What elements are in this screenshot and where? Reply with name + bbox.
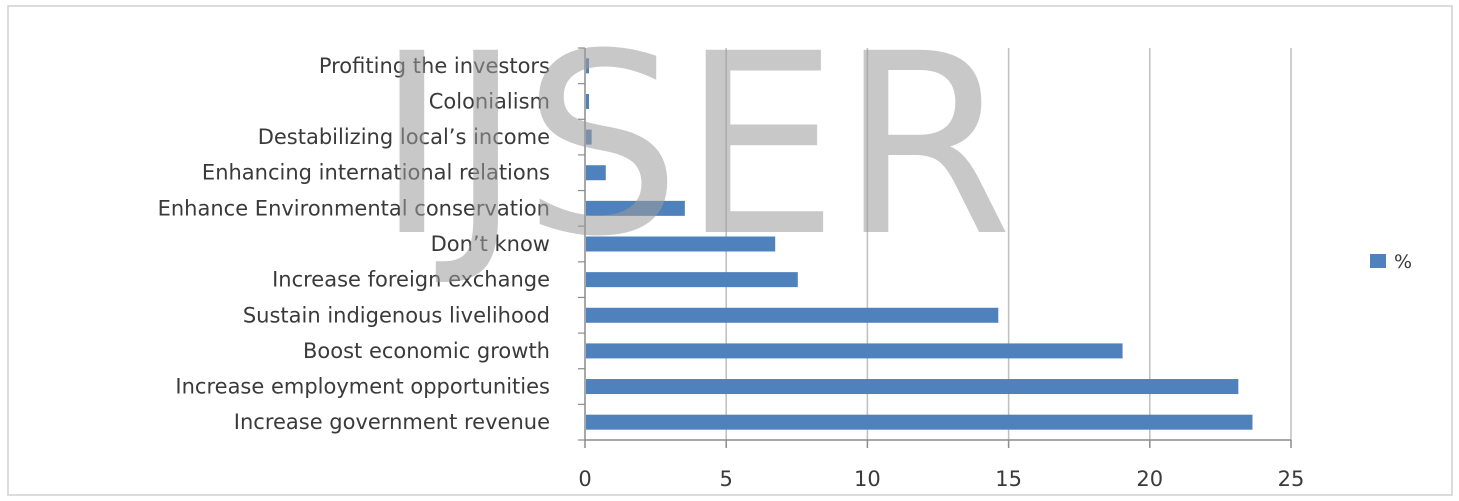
category-label: Increase employment opportunities (175, 375, 550, 399)
category-label: Increase government revenue (234, 410, 550, 434)
category-label: Destabilizing local’s income (258, 125, 550, 149)
category-label: Don’t know (431, 232, 550, 256)
bar (586, 165, 606, 181)
watermark: IJSER (375, 0, 1013, 291)
bar (586, 272, 798, 288)
axes (578, 47, 1292, 448)
category-label: Sustain indigenous livelihood (243, 303, 550, 327)
category-labels: Increase government revenue Increase empl… (158, 54, 550, 434)
bar (586, 343, 1123, 359)
x-tick-label: 5 (720, 467, 733, 491)
bar (586, 236, 776, 252)
legend: % (1370, 251, 1412, 273)
bar (586, 200, 685, 216)
x-tick-label: 15 (995, 467, 1022, 491)
legend-label: % (1394, 251, 1412, 273)
x-tick-label: 25 (1278, 467, 1305, 491)
bar (586, 414, 1253, 430)
bars (586, 58, 1253, 430)
x-tick-label: 10 (854, 467, 881, 491)
category-label: Enhance Environmental conservation (158, 196, 550, 220)
category-label: Colonialism (429, 89, 550, 113)
bar (586, 307, 999, 323)
category-label: Profiting the investors (319, 54, 550, 78)
x-tick-label: 0 (578, 467, 591, 491)
bar (586, 58, 589, 74)
legend-swatch (1370, 254, 1386, 268)
bar (586, 379, 1239, 395)
gridlines (725, 48, 1292, 440)
category-label: Boost economic growth (303, 339, 550, 363)
x-tick-label: 20 (1136, 467, 1163, 491)
x-tick-labels: 0 5 10 15 20 25 (578, 467, 1304, 491)
category-label: Increase foreign exchange (272, 268, 550, 292)
bar (586, 93, 589, 109)
category-label: Enhancing international relations (202, 161, 550, 185)
bar (586, 129, 592, 145)
